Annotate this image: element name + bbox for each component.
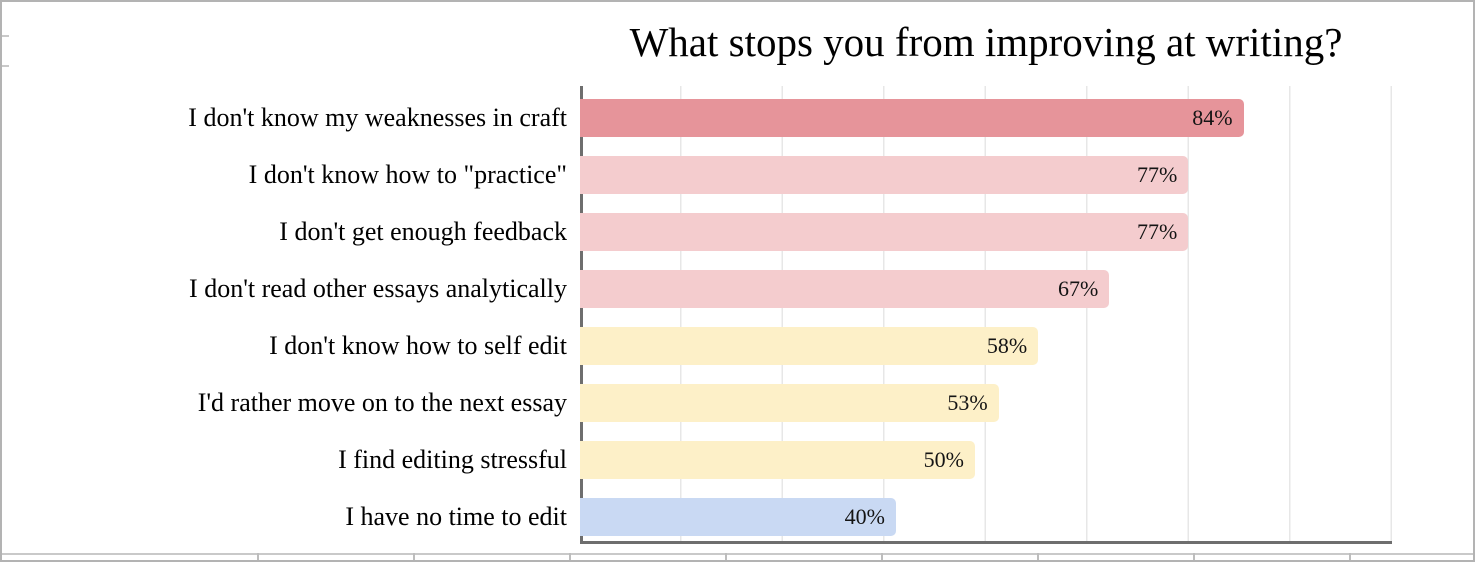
bar-row: I don't know how to "practice" 77% [9, 146, 1473, 203]
sheet-column-gridline-tick [569, 553, 571, 560]
bar-cell: 40% [580, 488, 1473, 545]
sheet-column-gridline-tick [413, 553, 415, 560]
category-label: I don't know my weaknesses in craft [188, 102, 567, 132]
bar-rows: I don't know my weaknesses in craft 84% … [9, 89, 1473, 545]
sheet-row-gridline [2, 553, 1473, 555]
bar-value-label: 58% [986, 332, 1028, 358]
bar-cell: 67% [580, 260, 1473, 317]
bar-value-label: 40% [844, 503, 885, 529]
category-label: I have no time to edit [345, 501, 567, 531]
category-label: I don't read other essays analytically [189, 273, 567, 303]
category-label: I don't know how to self edit [269, 330, 567, 360]
bar[interactable]: 84% [580, 98, 1244, 137]
sheet-row-gridline-stub [2, 65, 9, 67]
category-label: I'd rather move on to the next essay [197, 387, 567, 417]
bar-row: I don't read other essays analytically 6… [9, 260, 1473, 317]
sheet-column-gridline-tick [725, 553, 727, 560]
bar-value-label: 50% [923, 446, 964, 472]
bar[interactable]: 50% [580, 440, 975, 479]
chart-title: What stops you from improving at writing… [629, 19, 1343, 65]
bar-value-label: 67% [1057, 275, 1099, 301]
bar-row: I don't get enough feedback 77% [9, 203, 1473, 260]
bar-row: I don't know my weaknesses in craft 84% [9, 89, 1473, 146]
bar[interactable]: 77% [580, 155, 1189, 194]
bar-value-label: 84% [1192, 104, 1233, 130]
bar-cell: 58% [580, 317, 1473, 374]
sheet-column-gridline-tick [1193, 553, 1195, 560]
chart-container[interactable]: What stops you from improving at writing… [9, 2, 1473, 553]
bar-row: I have no time to edit 40% [9, 488, 1473, 545]
bar[interactable]: 53% [580, 383, 999, 422]
bar-value-label: 77% [1136, 218, 1178, 244]
bar[interactable]: 77% [580, 212, 1189, 251]
category-label: I don't know how to "practice" [248, 159, 567, 189]
sheet-row-gridline-stub [2, 35, 9, 37]
bar[interactable]: 67% [580, 269, 1110, 308]
bar-cell: 77% [580, 203, 1473, 260]
sheet-column-gridline-tick [257, 553, 259, 560]
bar-cell: 77% [580, 146, 1473, 203]
bar-cell: 53% [580, 374, 1473, 431]
bar[interactable]: 58% [580, 326, 1039, 365]
bar-value-label: 53% [947, 389, 988, 415]
bar-cell: 50% [580, 431, 1473, 488]
category-label: I find editing stressful [338, 444, 567, 474]
bar-row: I don't know how to self edit 58% [9, 317, 1473, 374]
bar-cell: 84% [580, 89, 1473, 146]
sheet-column-gridline-tick [1349, 553, 1351, 560]
bar-row: I'd rather move on to the next essay 53% [9, 374, 1473, 431]
sheet-column-gridline-tick [881, 553, 883, 560]
category-label: I don't get enough feedback [279, 216, 567, 246]
bar-value-label: 77% [1136, 161, 1178, 187]
bar-row: I find editing stressful 50% [9, 431, 1473, 488]
bar[interactable]: 40% [580, 497, 896, 536]
y-axis-baseline [580, 86, 583, 541]
sheet-column-gridline-tick [1037, 553, 1039, 560]
